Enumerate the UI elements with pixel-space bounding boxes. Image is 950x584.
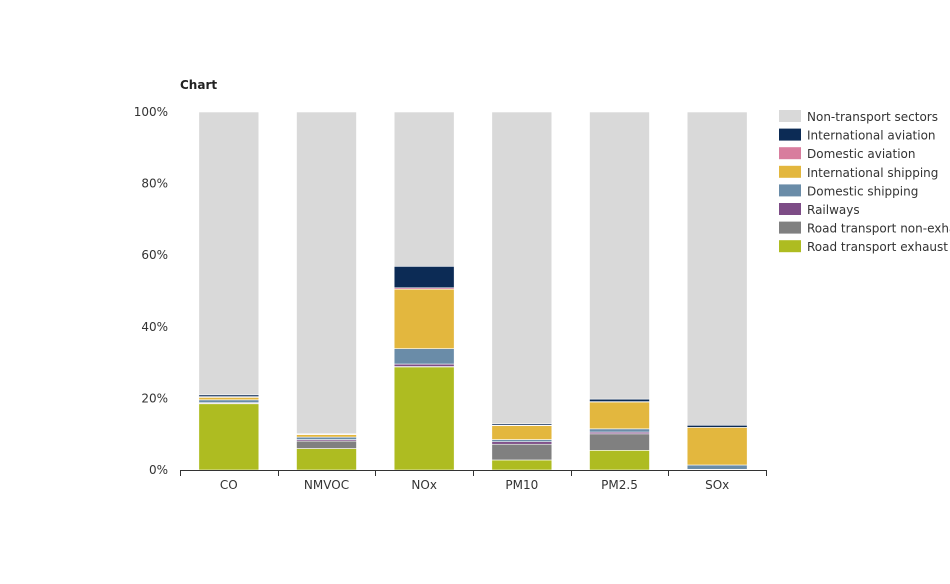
legend-swatch: [779, 221, 801, 234]
bar-segment[interactable]: [589, 428, 650, 433]
bar-segment[interactable]: [198, 397, 260, 401]
bar-segment[interactable]: [491, 459, 553, 471]
y-tick-label: 40%: [141, 320, 168, 334]
legend-label: Railways: [807, 203, 860, 217]
bar-segment[interactable]: [686, 111, 748, 426]
legend-swatch: [779, 240, 801, 253]
bar-segment[interactable]: [491, 111, 553, 425]
bar-segment[interactable]: [198, 111, 260, 396]
bar-segment[interactable]: [393, 288, 455, 349]
y-axis: 0% 20% 40% 60% 80% 100%: [134, 105, 168, 477]
legend-item[interactable]: Domestic shipping: [779, 184, 918, 198]
bar-segment[interactable]: [491, 439, 553, 443]
x-tick-label: CO: [220, 478, 238, 492]
bar-segment[interactable]: [393, 348, 455, 365]
bar-segment[interactable]: [491, 441, 553, 445]
x-axis: CO NMVOC NOx PM10 PM2.5 SOx: [180, 470, 767, 492]
y-tick-label: 100%: [134, 105, 168, 119]
x-tick-label: SOx: [705, 478, 729, 492]
legend-swatch: [779, 147, 801, 160]
y-tick-label: 0%: [149, 463, 168, 477]
bar-segment[interactable]: [589, 111, 650, 400]
legend-item[interactable]: Domestic aviation: [779, 147, 916, 161]
legend-label: International shipping: [807, 166, 938, 180]
legend-item[interactable]: Railways: [779, 203, 860, 217]
bar-segment[interactable]: [686, 464, 748, 470]
legend-item[interactable]: Non-transport sectors: [779, 110, 938, 124]
bar-segment[interactable]: [589, 401, 650, 430]
legend-item[interactable]: Road transport non-exhaust: [779, 221, 950, 236]
legend-swatch: [779, 110, 801, 122]
bar-segment[interactable]: [589, 450, 650, 471]
bar-segment[interactable]: [393, 366, 455, 471]
legend-label: Non-transport sectors: [807, 110, 938, 124]
bar-segment[interactable]: [393, 363, 455, 367]
x-tick-label: PM2.5: [601, 478, 638, 492]
bar-segment[interactable]: [296, 448, 357, 471]
bar-segment[interactable]: [491, 425, 553, 440]
bar-segment[interactable]: [686, 424, 748, 428]
legend-label: Domestic shipping: [807, 184, 918, 198]
bar-segment[interactable]: [296, 436, 357, 440]
bar-segment[interactable]: [296, 440, 357, 449]
legend-item[interactable]: Road transport exhaust: [779, 240, 948, 254]
legend-label: Road transport exhaust: [807, 240, 948, 254]
legend-swatch: [779, 203, 801, 215]
legend-item[interactable]: International aviation: [779, 128, 936, 143]
bar-segment[interactable]: [296, 434, 357, 438]
legend-label: Road transport non-exhaust: [807, 222, 950, 236]
x-tick-label: PM10: [505, 478, 538, 492]
bar-segment[interactable]: [589, 398, 650, 402]
bar-segment[interactable]: [198, 403, 260, 471]
legend-swatch: [779, 165, 801, 178]
chart-title: Chart: [180, 78, 218, 92]
bar-segment[interactable]: [686, 427, 748, 466]
y-tick-label: 60%: [141, 248, 168, 262]
bar-segment[interactable]: [393, 265, 455, 289]
bar-segment[interactable]: [296, 111, 357, 434]
legend-item[interactable]: International shipping: [779, 165, 938, 180]
bar-segment[interactable]: [589, 433, 650, 451]
x-tick-label: NMVOC: [304, 478, 349, 492]
bar-segment[interactable]: [198, 399, 260, 403]
bar-segment[interactable]: [491, 443, 553, 461]
legend: Non-transport sectors International aviat…: [779, 110, 950, 254]
legend-swatch: [779, 184, 801, 197]
y-tick-label: 80%: [141, 177, 168, 191]
legend-label: International aviation: [807, 129, 936, 143]
legend-swatch: [779, 128, 801, 141]
plot-area: [198, 111, 748, 471]
legend-label: Domestic aviation: [807, 147, 916, 161]
bar-segment[interactable]: [393, 111, 455, 267]
x-tick-label: NOx: [411, 478, 437, 492]
y-tick-label: 20%: [141, 391, 168, 405]
